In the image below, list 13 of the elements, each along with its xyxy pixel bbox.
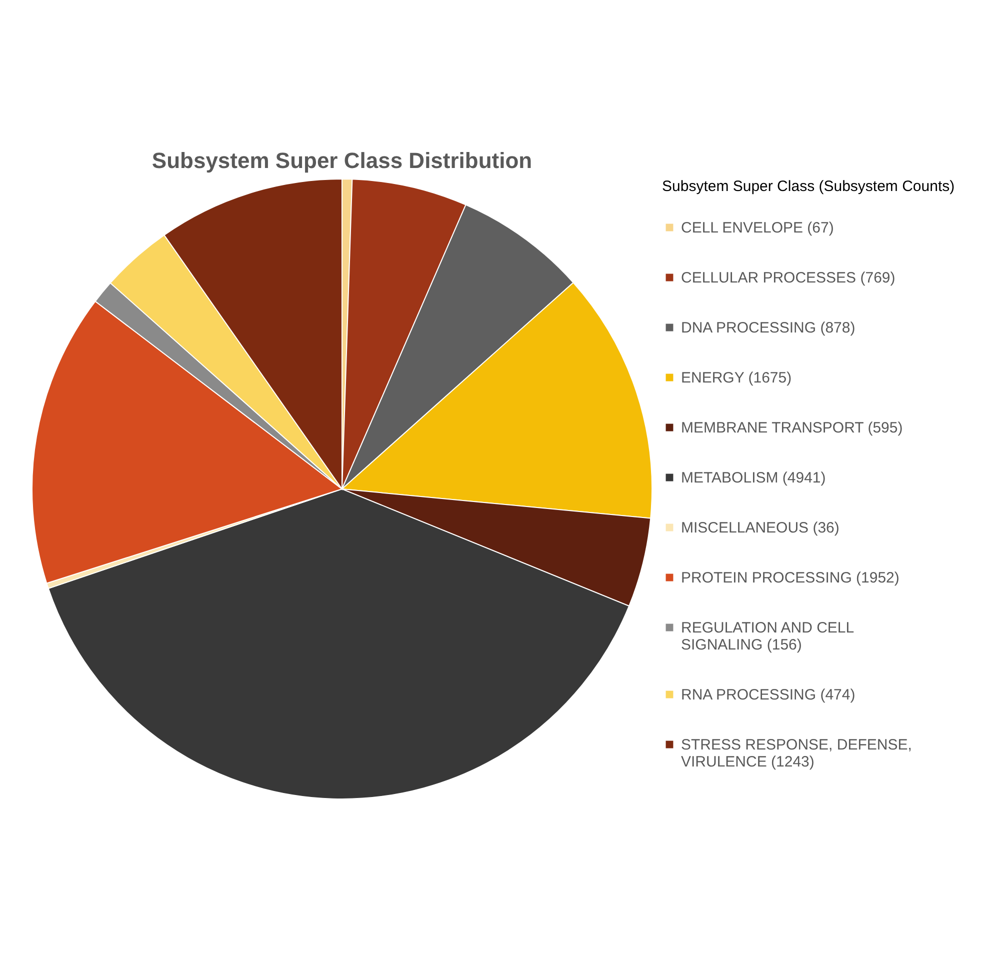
chart-title: Subsystem Super Class Distribution bbox=[152, 148, 532, 173]
legend-label: PROTEIN PROCESSING (1952) bbox=[681, 570, 900, 586]
legend-label: ENERGY (1675) bbox=[681, 370, 792, 386]
legend-label: CELL ENVELOPE (67) bbox=[681, 220, 834, 236]
legend-label: MISCELLANEOUS (36) bbox=[681, 520, 840, 536]
legend-label: MEMBRANE TRANSPORT (595) bbox=[681, 420, 903, 436]
legend-label: RNA PROCESSING (474) bbox=[681, 686, 856, 704]
legend-label: STRESS RESPONSE, DEFENSE, VIRULENCE (1243) bbox=[681, 736, 912, 770]
legend-label: DNA PROCESSING (878) bbox=[681, 320, 856, 336]
legend-label: CELLULAR PROCESSES (769) bbox=[681, 270, 896, 286]
legend-label: REGULATION AND CELL SIGNALING (156) bbox=[681, 620, 854, 654]
legend-label: METABOLISM (4941) bbox=[681, 470, 826, 486]
legend-title: Subsytem Super Class (Subsystem Counts) bbox=[662, 178, 955, 195]
